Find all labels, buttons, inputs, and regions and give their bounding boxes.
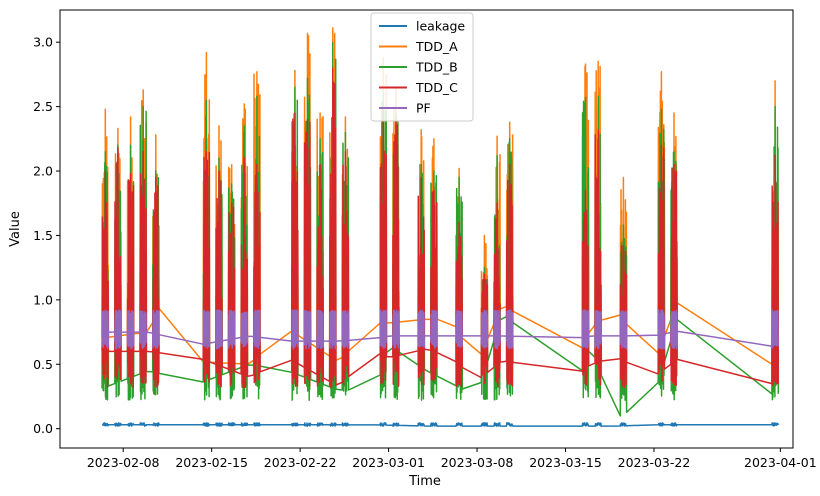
y-tick-label: 0.5 — [33, 357, 53, 372]
legend-box — [370, 12, 474, 122]
x-tick-label: 2023-03-22 — [618, 455, 691, 470]
y-tick-label: 3.0 — [33, 35, 53, 50]
legend-label: TDD_A — [415, 39, 458, 54]
plot-area — [101, 27, 780, 427]
x-tick-label: 2023-03-15 — [529, 455, 602, 470]
x-tick-label: 2023-02-15 — [175, 455, 248, 470]
x-axis: 2023-02-08 2023-02-15 2023-02-22 2023-03-01… — [87, 448, 817, 470]
y-tick-label: 1.0 — [33, 292, 53, 307]
legend-label: TDD_B — [415, 60, 458, 75]
x-tick-label: 2023-04-01 — [744, 455, 817, 470]
legend-label: PF — [416, 101, 431, 116]
x-tick-label: 2023-03-01 — [352, 455, 425, 470]
legend-label: leakage — [416, 19, 465, 34]
y-axis: 0.0 0.5 1.0 1.5 2.0 2.5 3.0 — [33, 35, 60, 436]
legend: leakage TDD_A TDD_B TDD_C PF — [370, 12, 474, 122]
series-line-pf — [101, 309, 780, 350]
series-line-tdd-c — [101, 67, 780, 389]
legend-label: TDD_C — [415, 80, 458, 95]
y-tick-label: 1.5 — [33, 228, 53, 243]
x-tick-label: 2023-02-08 — [87, 455, 160, 470]
y-tick-label: 0.0 — [33, 421, 53, 436]
axes-frame — [59, 9, 794, 449]
y-tick-label: 2.0 — [33, 164, 53, 179]
x-tick-label: 2023-03-08 — [441, 455, 514, 470]
y-tick-label: 2.5 — [33, 99, 53, 114]
series-line-leakage — [101, 422, 780, 427]
x-axis-label: Time — [408, 474, 441, 489]
x-tick-label: 2023-02-22 — [264, 455, 337, 470]
y-axis-label: Value — [8, 211, 23, 247]
